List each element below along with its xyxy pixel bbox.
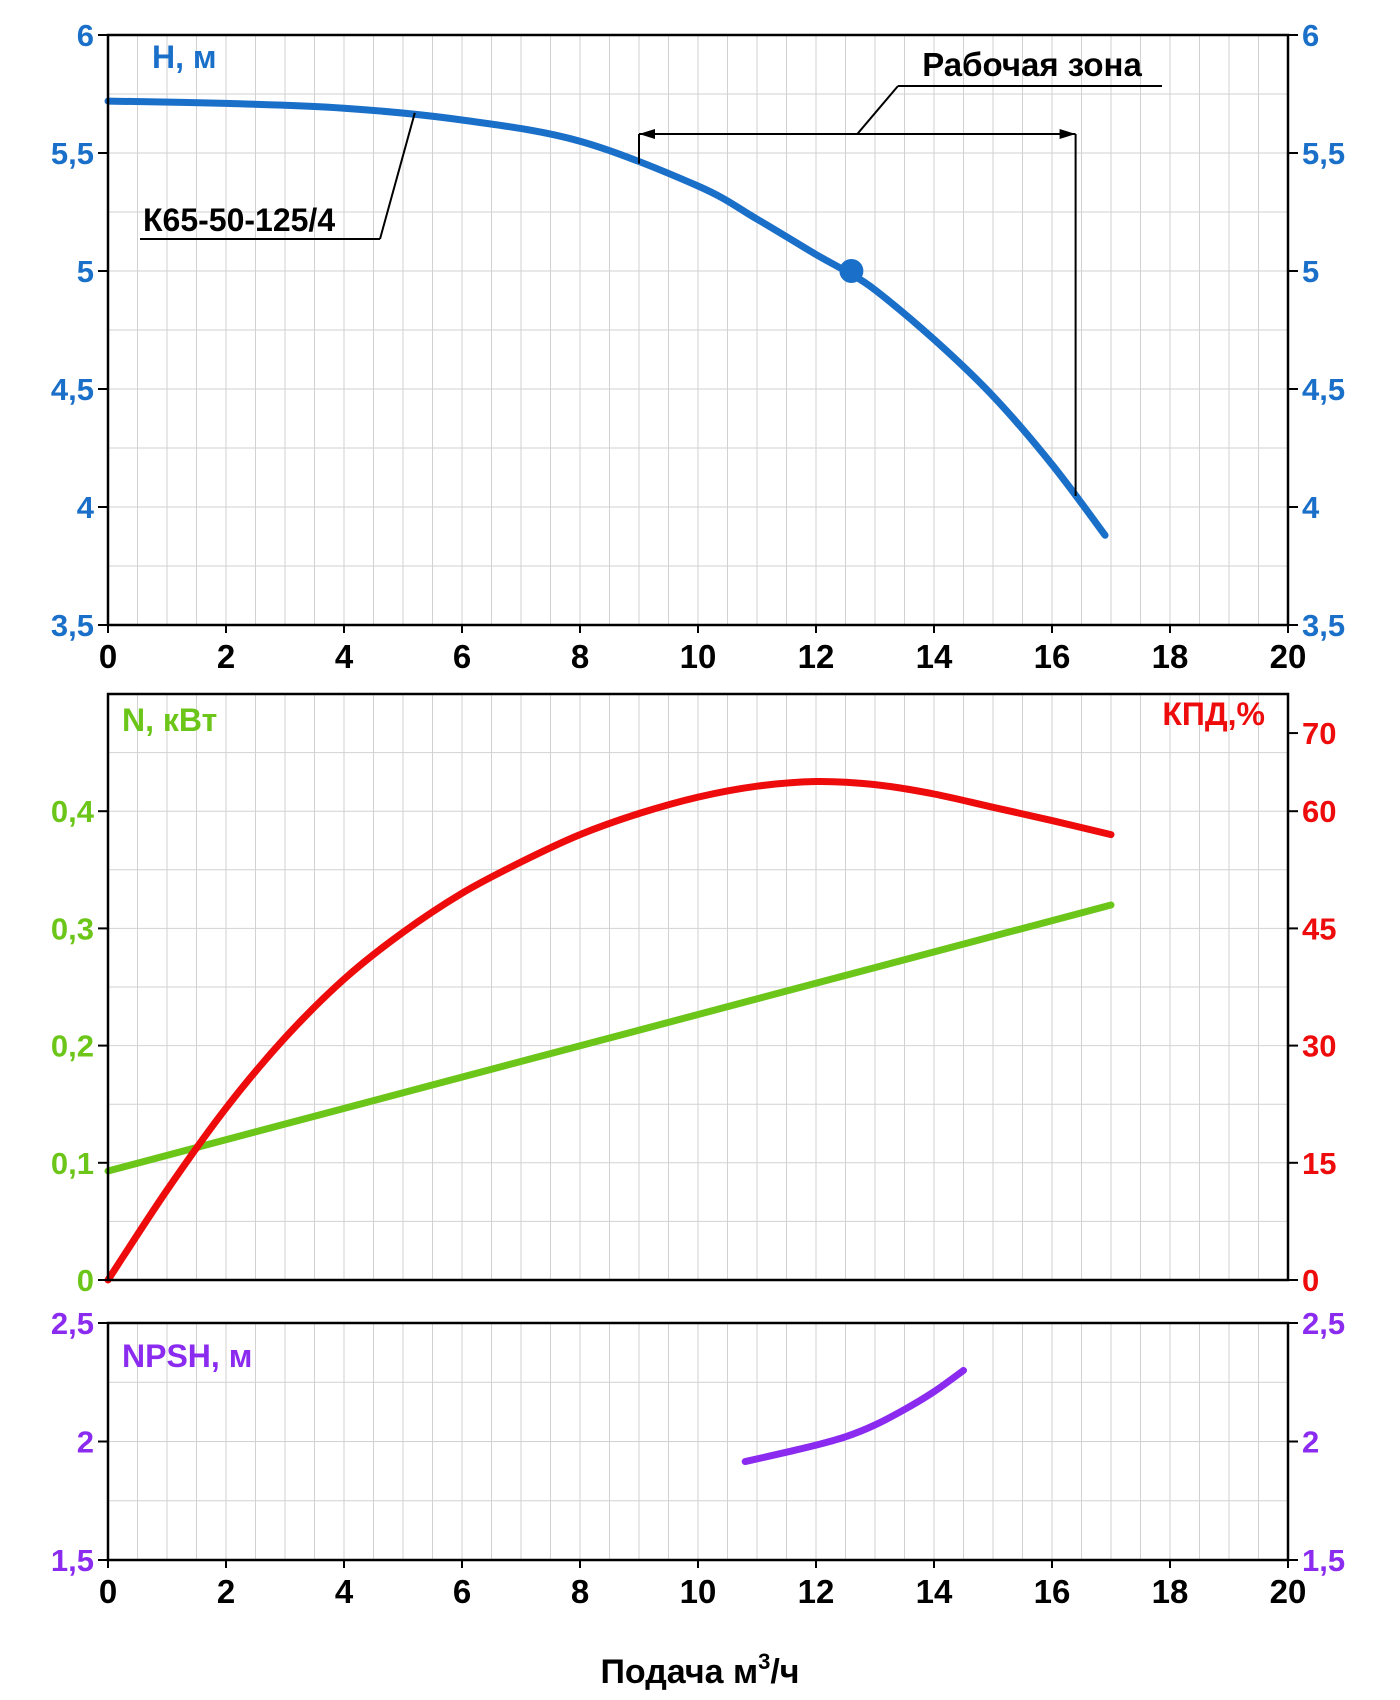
power-axis-label: N, кВт	[122, 702, 217, 738]
power-y-tick-label-left: 0,4	[51, 794, 95, 829]
power-y-tick-label-left: 0,2	[51, 1029, 94, 1064]
npsh-x-tick-label: 4	[335, 1573, 354, 1610]
head-x-tick-label: 10	[680, 638, 717, 675]
head-y-tick-label-right: 6	[1302, 18, 1319, 53]
working-zone-annotation: Рабочая зона	[898, 46, 1162, 87]
head-y-tick-label-left: 5	[77, 254, 94, 289]
efficiency-y-tick-label-right: 45	[1302, 911, 1336, 946]
npsh-y-tick-label-left: 1,5	[51, 1543, 94, 1578]
npsh-y-tick-label-right: 2	[1302, 1425, 1319, 1460]
efficiency-y-tick-label-right: 30	[1302, 1029, 1336, 1064]
working-zone-arrowhead-left	[639, 129, 655, 139]
npsh-axis-label: NPSH, м	[122, 1338, 252, 1374]
efficiency-y-tick-label-right: 60	[1302, 794, 1336, 829]
npsh-x-tick-label: 16	[1034, 1573, 1071, 1610]
efficiency-axis-label: КПД,%	[1162, 696, 1265, 732]
npsh-x-tick-label: 10	[680, 1573, 717, 1610]
power-y-tick-label-left: 0	[77, 1263, 94, 1298]
npsh-x-tick-label: 0	[99, 1573, 117, 1610]
npsh-x-tick-label: 14	[916, 1573, 953, 1610]
head-y-tick-label-right: 5	[1302, 254, 1319, 289]
efficiency-curve	[104, 777, 1115, 1284]
pump-model-leader	[379, 112, 416, 240]
x-axis-title-main: Подача м	[600, 1653, 758, 1691]
x-axis-title-sup: 3	[758, 1649, 770, 1674]
power-curve	[104, 901, 1115, 1175]
head-axis-label: H, м	[152, 39, 217, 75]
duty-point-marker	[839, 259, 864, 283]
head-x-tick-label: 2	[217, 638, 235, 675]
efficiency-y-tick-label-right: 15	[1302, 1146, 1336, 1181]
x-axis-title: Подача м3/ч	[600, 1649, 799, 1691]
npsh-y-tick-label-right: 1,5	[1302, 1543, 1345, 1578]
head-y-tick-label-right: 4,5	[1302, 372, 1345, 407]
npsh-x-tick-label: 2	[217, 1573, 235, 1610]
working-zone-label: Рабочая зона	[922, 46, 1142, 83]
head-x-tick-label: 12	[798, 638, 835, 675]
head-x-tick-label: 14	[916, 638, 953, 675]
head-x-tick-label: 0	[99, 638, 117, 675]
power-panel-frame	[106, 692, 1290, 1282]
head-y-tick-label-left: 6	[77, 18, 94, 53]
working-zone-arrowhead-right	[1059, 129, 1076, 139]
efficiency-y-tick-label-right: 0	[1302, 1263, 1319, 1298]
npsh-x-tick-label: 18	[1152, 1573, 1189, 1610]
working-zone-leader	[856, 85, 899, 135]
head-x-tick-label: 18	[1152, 638, 1189, 675]
pump-model-label: К65-50-125/4	[143, 202, 335, 238]
series-layer	[104, 85, 1115, 1466]
power-y-tick-label-left: 0,3	[51, 911, 94, 946]
npsh-x-tick-label: 6	[453, 1573, 471, 1610]
npsh-y-tick-label-right: 2,5	[1302, 1306, 1345, 1341]
head-curve	[104, 97, 1109, 539]
npsh-x-tick-label: 12	[798, 1573, 835, 1610]
npsh-x-tick-label: 20	[1270, 1573, 1307, 1610]
pump-model-annotation: К65-50-125/4	[140, 202, 380, 240]
head-x-tick-label: 16	[1034, 638, 1071, 675]
head-y-tick-label-left: 4	[77, 490, 95, 525]
head-x-tick-label: 4	[335, 638, 354, 675]
npsh-curve	[741, 1366, 967, 1466]
tick-layer: 3,5 3,54 44,5 4,55 55,5 5,56 60 2 4 6 8 10 12 14 16 18 2…	[51, 18, 1345, 1610]
npsh-y-tick-label-left: 2,5	[51, 1306, 94, 1341]
npsh-x-tick-label: 8	[571, 1573, 589, 1610]
head-x-tick-label: 20	[1270, 638, 1307, 675]
power-y-tick-label-left: 0,1	[51, 1146, 94, 1181]
head-y-tick-label-left: 3,5	[51, 608, 94, 643]
head-y-tick-label-right: 4	[1302, 490, 1320, 525]
x-axis-title-tail: /ч	[770, 1653, 799, 1691]
head-y-tick-label-right: 5,5	[1302, 136, 1345, 171]
npsh-y-tick-label-left: 2	[77, 1425, 94, 1460]
efficiency-y-tick-label-right: 70	[1302, 716, 1336, 751]
head-x-tick-label: 8	[571, 638, 589, 675]
head-x-tick-label: 6	[453, 638, 471, 675]
x-axis-title-text: Подача м3/ч	[600, 1649, 799, 1691]
head-y-tick-label-right: 3,5	[1302, 608, 1345, 643]
head-y-tick-label-left: 4,5	[51, 372, 94, 407]
head-y-tick-label-left: 5,5	[51, 136, 94, 171]
